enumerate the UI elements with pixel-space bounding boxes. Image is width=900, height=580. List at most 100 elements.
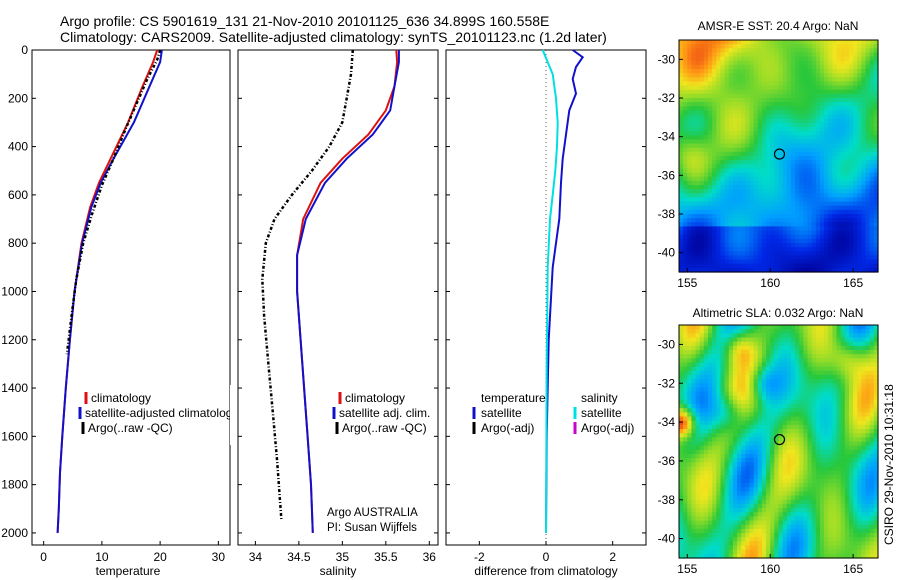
map-cell	[757, 387, 763, 393]
map-cell	[865, 259, 871, 265]
map-cell	[861, 60, 867, 66]
map-cell	[687, 433, 693, 438]
map-cell	[683, 354, 688, 359]
map-cell	[803, 56, 809, 62]
map-cell	[790, 251, 796, 257]
map-cell	[687, 135, 693, 141]
map-cell	[749, 449, 755, 455]
map-cell	[753, 395, 759, 401]
map-cell	[799, 118, 804, 124]
map-cell	[836, 48, 842, 54]
map-cell	[728, 345, 734, 351]
map-cell	[745, 69, 751, 74]
map-cell	[857, 495, 863, 501]
map-cell	[753, 122, 759, 128]
map-cell	[853, 64, 858, 70]
map-cell	[703, 64, 709, 70]
map-cell	[753, 180, 759, 186]
map-cell	[732, 189, 738, 194]
map-cell	[774, 337, 780, 343]
map-cell	[811, 193, 817, 199]
map-cell	[724, 495, 730, 501]
map-cell	[853, 470, 858, 476]
map-cell	[703, 259, 709, 265]
map-cell	[732, 110, 738, 116]
map-cell	[857, 214, 863, 219]
map-cell	[695, 81, 701, 87]
map-cell	[819, 209, 825, 215]
map-cell	[753, 362, 759, 368]
map-cell	[749, 478, 755, 484]
map-cell	[728, 102, 734, 107]
map-cell	[840, 379, 846, 384]
map-cell	[761, 491, 767, 497]
map-cell	[824, 69, 829, 74]
map-cell	[720, 416, 726, 422]
map-cell	[732, 483, 738, 488]
map-cell	[766, 185, 771, 190]
map-cell	[803, 358, 809, 364]
map-cell	[720, 180, 726, 186]
map-cell	[828, 156, 833, 161]
map-cell	[695, 491, 701, 497]
map-cell	[836, 143, 842, 149]
map-cell	[857, 189, 863, 194]
map-cell	[712, 255, 717, 261]
map-cell	[728, 495, 734, 501]
map-cell	[824, 251, 829, 257]
map-cell	[712, 176, 717, 182]
map-cell	[869, 230, 875, 236]
map-cell	[824, 495, 829, 501]
map-cell	[819, 176, 825, 182]
map-cell	[853, 408, 858, 413]
map-cell	[708, 366, 713, 372]
map-cell	[774, 180, 780, 186]
map-cell	[815, 478, 821, 484]
map-cell	[745, 40, 751, 45]
map-cell	[695, 374, 701, 380]
map-cell	[720, 147, 726, 153]
map-cell	[741, 180, 746, 186]
map-cell	[741, 238, 746, 244]
map-cell	[728, 429, 734, 434]
map-cell	[861, 379, 867, 384]
map-cell	[720, 329, 726, 334]
map-cell	[873, 102, 879, 107]
map-cell	[716, 147, 722, 153]
map-cell	[811, 487, 817, 493]
map-cell	[844, 495, 850, 501]
map-cell	[828, 131, 833, 136]
map-cell	[861, 64, 867, 70]
map-cell	[844, 466, 850, 472]
map-cell	[869, 93, 875, 99]
map-cell	[824, 89, 829, 95]
map-cell	[795, 44, 800, 49]
map-cell	[720, 379, 726, 384]
map-cell	[691, 433, 697, 438]
map-cell	[861, 176, 867, 182]
map-cell	[803, 185, 809, 190]
map-cell	[782, 185, 788, 190]
map-cell	[716, 48, 722, 54]
map-cell	[708, 416, 713, 422]
map-cell	[786, 131, 792, 136]
map-cell	[757, 135, 763, 141]
map-cell	[703, 139, 709, 145]
map-cell	[869, 52, 875, 58]
map-cell	[699, 362, 705, 368]
map-cell	[786, 60, 792, 66]
map-cell	[683, 341, 688, 347]
map-cell	[753, 366, 759, 372]
map-cell	[844, 345, 850, 351]
map-cell	[778, 478, 784, 484]
map-cell	[782, 251, 788, 257]
map-cell	[766, 164, 771, 170]
map-cell	[819, 234, 825, 240]
map-cell	[770, 349, 775, 355]
map-cell	[836, 495, 842, 501]
map-cell	[844, 106, 850, 112]
map-cell	[770, 408, 775, 413]
map-cell	[699, 449, 705, 455]
map-cell	[708, 209, 713, 215]
map-cell	[873, 420, 879, 426]
